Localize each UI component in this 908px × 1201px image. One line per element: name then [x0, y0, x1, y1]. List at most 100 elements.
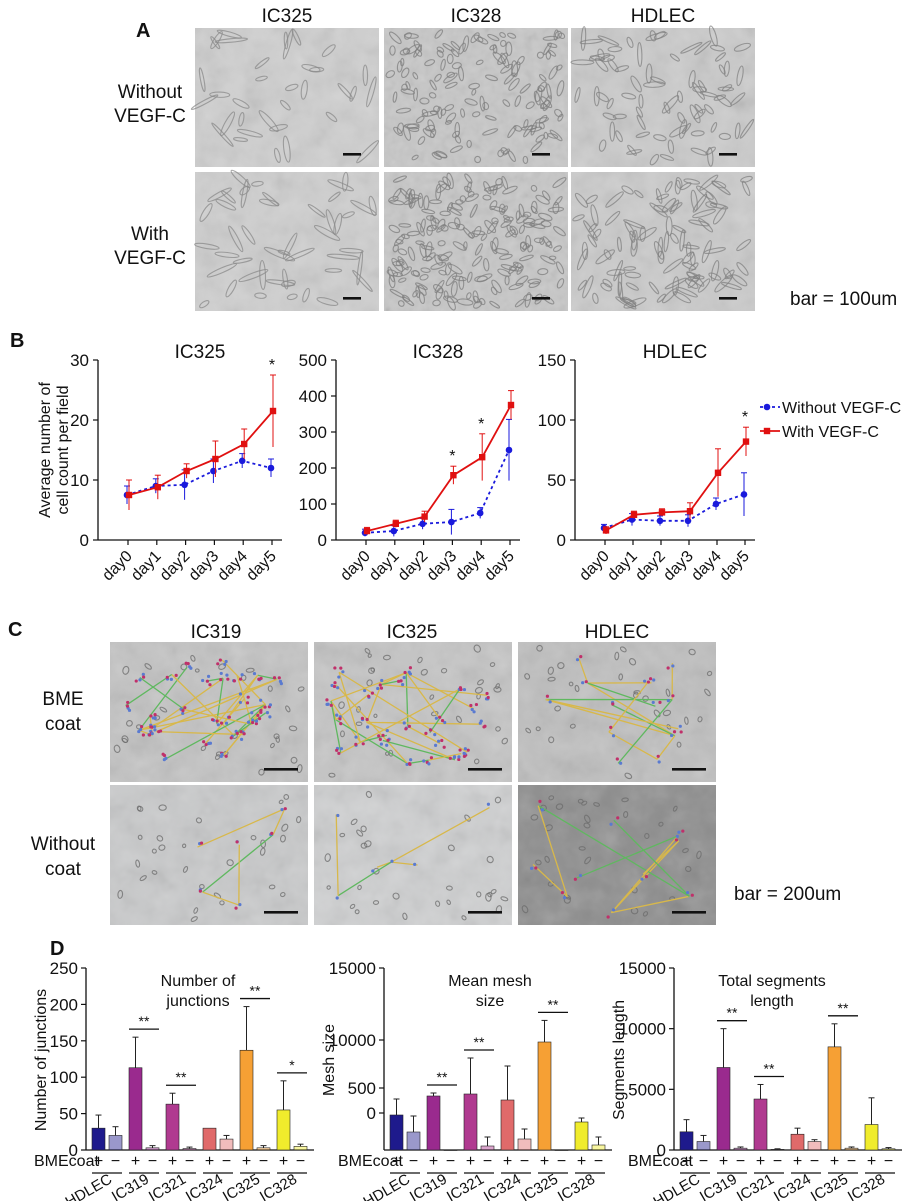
series-line-1: [126, 459, 272, 496]
cell: [548, 736, 555, 744]
cell: [665, 216, 673, 236]
junction-dot: [181, 709, 185, 713]
cell: [404, 32, 412, 40]
tube-segment: [587, 682, 676, 737]
junction-dot: [223, 662, 227, 667]
cell: [435, 900, 441, 907]
cell: [300, 79, 308, 100]
cell: [313, 224, 341, 241]
cell: [615, 296, 637, 310]
cell: [368, 195, 377, 217]
cell: [697, 79, 707, 93]
junction-dot: [151, 716, 155, 720]
cell: [674, 179, 681, 195]
tube-segment: [330, 700, 361, 743]
bar: [239, 1049, 254, 1151]
cell: [623, 266, 637, 271]
cell: [446, 53, 454, 65]
cell: [540, 220, 552, 228]
cell: [690, 189, 698, 211]
cell: [612, 113, 627, 120]
cell: [206, 263, 238, 278]
panel-a-scale-note: bar = 100um: [790, 289, 897, 310]
cell: [491, 217, 499, 225]
cell: [458, 66, 465, 82]
cell: [135, 859, 141, 868]
junction-dot: [380, 678, 384, 683]
cell: [482, 128, 499, 136]
y-axis-label: Average number of: [37, 382, 54, 518]
cell: [487, 33, 500, 42]
cell: [614, 65, 630, 72]
tube-segment: [233, 712, 267, 737]
chart-title: HDLEC: [643, 342, 707, 363]
bar: [679, 1131, 694, 1151]
junction-dot: [648, 677, 653, 681]
cell: [450, 281, 458, 297]
panel-b-line-charts: 0102030day0day1day2day3day4day5IC325*Ave…: [37, 342, 901, 584]
cell: [684, 716, 689, 725]
data-point: [125, 491, 133, 499]
junction-dot: [678, 724, 682, 728]
cell: [555, 64, 563, 71]
panel-c-col-1: IC319: [191, 622, 242, 643]
micrograph-c-r2-c2: [314, 785, 512, 925]
panel-c-row-2-line-1: Without: [31, 834, 96, 855]
cell: [413, 44, 423, 58]
scale-bar: [719, 153, 737, 156]
cell: [410, 270, 420, 277]
junction-dot: [202, 740, 206, 744]
micrograph-a-r2-c3: [571, 172, 755, 311]
significance-stars: **: [548, 996, 559, 1012]
junction-dot: [407, 670, 411, 674]
bar: [591, 1144, 606, 1151]
micrograph-texture: [110, 642, 308, 782]
cell: [407, 246, 416, 262]
cell: [607, 46, 623, 53]
chart-title: Number of: [161, 973, 236, 990]
junction-dot: [246, 695, 250, 699]
junction-dot: [254, 722, 258, 726]
cell: [513, 124, 523, 132]
y-tick-label: 10000: [619, 1020, 666, 1039]
cell: [443, 295, 458, 303]
junction-dot: [240, 673, 244, 677]
junction-dot: [424, 731, 428, 735]
cell: [283, 794, 290, 800]
cell: [697, 278, 711, 293]
cell: [653, 134, 667, 142]
significance-star: *: [269, 357, 275, 374]
y-tick-label: 500: [299, 351, 327, 370]
cell: [428, 199, 443, 205]
junction-dot: [257, 717, 262, 721]
junction-dot: [486, 802, 491, 806]
cell: [505, 41, 513, 57]
cell: [500, 39, 507, 47]
junction-dot: [466, 748, 470, 752]
cell: [230, 169, 251, 189]
junction-dot: [238, 677, 243, 681]
cell: [485, 74, 499, 82]
junction-dot: [442, 745, 446, 749]
cell: [666, 724, 672, 730]
cell: [593, 86, 600, 107]
cell: [493, 686, 502, 693]
condition-sign: +: [867, 1153, 876, 1170]
junction-dot: [381, 733, 385, 737]
condition-sign: +: [466, 1153, 475, 1170]
cell: [511, 61, 521, 77]
cell: [710, 122, 718, 133]
cell: [665, 688, 671, 697]
cell: [530, 814, 539, 821]
cell: [715, 52, 726, 62]
bar: [182, 1148, 197, 1151]
cell: [530, 184, 538, 192]
cell: [461, 915, 467, 921]
junction-dot: [259, 708, 263, 712]
cell: [709, 202, 729, 210]
cell: [373, 713, 378, 719]
group-label: IC325: [518, 1171, 561, 1201]
cell: [590, 204, 599, 227]
group-label: IC321: [444, 1171, 487, 1201]
